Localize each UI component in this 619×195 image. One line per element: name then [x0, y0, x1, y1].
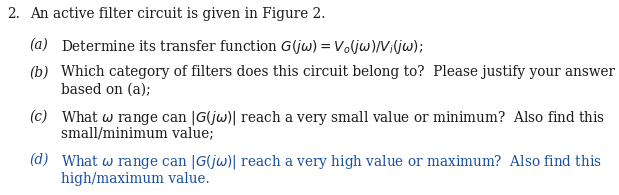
Text: based on (a);: based on (a);	[61, 83, 150, 97]
Text: (a): (a)	[30, 38, 48, 52]
Text: high/maximum value.: high/maximum value.	[61, 172, 209, 186]
Text: (b): (b)	[30, 65, 50, 79]
Text: Determine its transfer function $G(j\omega) = V_o(j\omega)/V_i(j\omega)$;: Determine its transfer function $G(j\ome…	[61, 38, 423, 56]
Text: 2.: 2.	[7, 7, 20, 21]
Text: (d): (d)	[30, 153, 50, 167]
Text: small/minimum value;: small/minimum value;	[61, 127, 214, 141]
Text: What $\omega$ range can $|G(j\omega)|$ reach a very high value or maximum?  Also: What $\omega$ range can $|G(j\omega)|$ r…	[61, 153, 602, 171]
Text: An active filter circuit is given in Figure 2.: An active filter circuit is given in Fig…	[30, 7, 325, 21]
Text: What $\omega$ range can $|G(j\omega)|$ reach a very small value or minimum?  Als: What $\omega$ range can $|G(j\omega)|$ r…	[61, 109, 605, 127]
Text: (c): (c)	[30, 109, 48, 123]
Text: Which category of filters does this circuit belong to?  Please justify your answ: Which category of filters does this circ…	[61, 65, 615, 79]
